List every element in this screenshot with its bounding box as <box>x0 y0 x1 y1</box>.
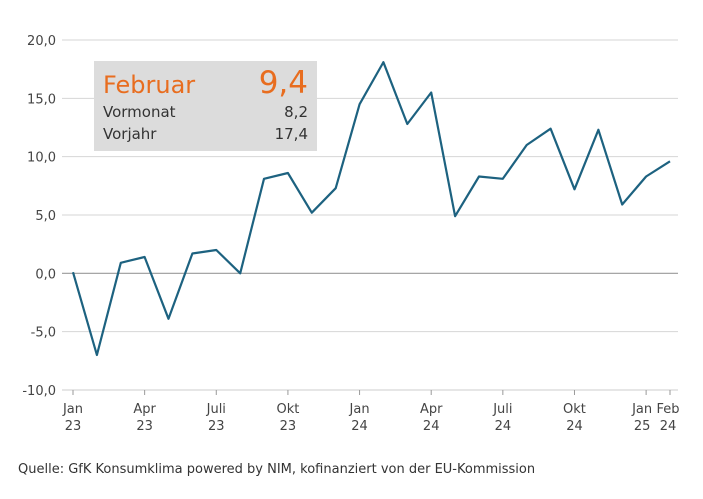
current-month-value: 9,4 <box>258 65 308 101</box>
y-tick-label: 10,0 <box>27 151 56 166</box>
x-tick-label: Okt <box>276 402 299 417</box>
y-tick-label: -10,0 <box>22 384 56 399</box>
y-tick-label: 5,0 <box>35 209 56 224</box>
x-tick-label: 23 <box>208 419 225 434</box>
x-tick-label: Jan <box>631 402 652 417</box>
previous-year-label: Vorjahr <box>103 125 157 143</box>
x-tick-label: 23 <box>136 419 153 434</box>
x-axis: Jan 23 Apr 23 Juli 23 Okt 23 Jan 24 Apr 24 Juli 24 Okt… <box>62 390 680 434</box>
x-tick-label: 24 <box>351 419 368 434</box>
x-tick-label: Jan <box>349 402 370 417</box>
x-tick-label: 25 <box>634 419 651 434</box>
x-tick-label: Juli <box>492 402 512 417</box>
y-axis-labels: 20,0 15,0 10,0 5,0 0,0 -5,0 -10,0 <box>22 34 56 399</box>
x-tick-label: 23 <box>280 419 297 434</box>
series-line <box>71 61 671 357</box>
y-tick-label: 15,0 <box>27 92 56 107</box>
x-tick-label: Feb <box>656 402 679 417</box>
current-month-label: Februar <box>103 71 196 99</box>
previous-year-row: Vorjahr 17,4 <box>103 123 308 145</box>
info-box: Februar 9,4 Vormonat 8,2 Vorjahr 17,4 <box>94 61 317 151</box>
previous-month-label: Vormonat <box>103 103 176 121</box>
x-tick-label: 23 <box>65 419 82 434</box>
x-tick-label: Juli <box>206 402 226 417</box>
previous-month-value: 8,2 <box>284 103 308 121</box>
y-tick-label: 0,0 <box>35 267 56 282</box>
x-tick-label: Okt <box>563 402 586 417</box>
info-headline: Februar 9,4 <box>103 65 308 101</box>
x-tick-label: 24 <box>566 419 583 434</box>
x-tick-label: Apr <box>420 402 443 417</box>
y-tick-label: -5,0 <box>31 326 56 341</box>
previous-month-row: Vormonat 8,2 <box>103 101 308 123</box>
x-tick-label: 24 <box>660 419 677 434</box>
x-tick-label: 24 <box>495 419 512 434</box>
x-tick-label: 24 <box>423 419 440 434</box>
y-tick-label: 20,0 <box>27 34 56 49</box>
x-tick-label: Jan <box>62 402 83 417</box>
x-tick-label: Apr <box>133 402 156 417</box>
previous-year-value: 17,4 <box>274 125 308 143</box>
source-note: Quelle: GfK Konsumklima powered by NIM, … <box>18 462 536 477</box>
